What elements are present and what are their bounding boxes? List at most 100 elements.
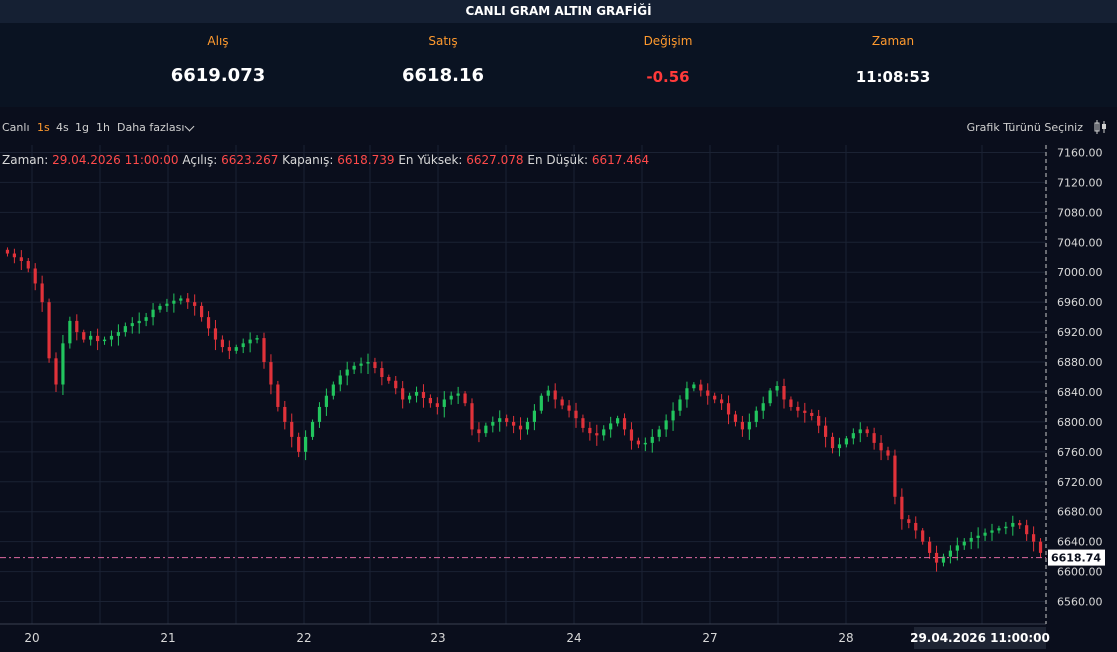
y-tick-label: 6960.00 — [1057, 296, 1103, 309]
candle-body — [227, 347, 231, 351]
candle-body — [955, 545, 959, 551]
live-button[interactable]: Canlı — [2, 121, 30, 134]
candle-body — [373, 362, 377, 369]
candle-body — [262, 338, 266, 363]
candle-body — [435, 403, 439, 407]
candlestick-icon[interactable] — [1093, 119, 1109, 135]
y-tick-label: 7160.00 — [1057, 146, 1103, 159]
candle-body — [789, 399, 793, 407]
y-tick-label: 7120.00 — [1057, 176, 1103, 189]
y-tick-label: 6800.00 — [1057, 416, 1103, 429]
candle-body — [345, 369, 349, 376]
candle-body — [775, 385, 779, 391]
y-tick-label: 7000.00 — [1057, 266, 1103, 279]
candle-body — [186, 298, 190, 303]
candle-body — [879, 442, 883, 451]
candle-body — [109, 335, 114, 340]
x-tick-label: 22 — [296, 631, 311, 645]
chevron-down-icon[interactable] — [184, 121, 195, 132]
page-title: CANLI GRAM ALTIN GRAFİĞİ — [0, 0, 1117, 23]
candle-body — [1025, 525, 1029, 535]
candle-body — [893, 455, 897, 497]
candle-body — [54, 358, 58, 385]
chart-type-selector[interactable]: Grafik Türünü Seçiniz — [966, 121, 1083, 134]
candle-body — [733, 414, 738, 422]
interval-1s-button[interactable]: 1s — [37, 121, 50, 134]
candle-body — [414, 391, 419, 396]
candle-body — [442, 399, 446, 407]
y-tick-label: 6840.00 — [1057, 386, 1103, 399]
candle-body — [539, 395, 543, 411]
y-tick-label: 6560.00 — [1057, 596, 1103, 609]
candle-body — [685, 388, 689, 400]
chart-toolbar: Canlı 1s 4s 1g 1h Daha fazlası Grafik Tü… — [0, 117, 1117, 141]
candle-body — [484, 425, 488, 434]
interval-1g-button[interactable]: 1g — [75, 121, 89, 134]
candle-body — [796, 406, 800, 411]
stat-bid-label: Alış — [207, 34, 229, 48]
crosshair-date-badge — [914, 627, 1046, 649]
candle-body — [269, 362, 273, 385]
candle-body — [726, 403, 731, 415]
candle-body — [803, 410, 807, 413]
candlestick-chart[interactable]: 7160.00 7120.00 7080.00 7040.00 7000.00 6960.… — [0, 145, 1117, 652]
candle-body — [706, 390, 710, 396]
candle-body — [116, 332, 120, 336]
candle-body — [220, 339, 224, 348]
y-tick-label: 7080.00 — [1057, 206, 1103, 219]
candle-body — [12, 253, 16, 258]
candle-body — [1032, 534, 1036, 542]
candle-body — [213, 328, 218, 340]
candle-body — [983, 532, 987, 536]
candle-body — [33, 268, 37, 284]
candle-body — [976, 535, 980, 538]
candle-body — [130, 323, 134, 327]
x-tick-label: 21 — [160, 631, 175, 645]
candle-body — [616, 418, 620, 424]
candle-body — [934, 552, 939, 563]
candle-body — [276, 384, 280, 407]
candle-body — [310, 421, 315, 437]
candle-body — [948, 550, 952, 557]
candle-body — [782, 385, 786, 400]
candle-body — [588, 427, 592, 434]
candle-body — [810, 412, 814, 416]
candle-body — [206, 317, 211, 329]
y-tick-label: 6880.00 — [1057, 356, 1103, 369]
current-price-label: 6618.74 — [1051, 552, 1101, 565]
candle-body — [144, 317, 148, 321]
candle-body — [5, 249, 10, 254]
candle-body — [408, 395, 412, 400]
stat-time-label: Zaman — [871, 34, 915, 48]
candle-body — [304, 436, 308, 452]
candle-body — [61, 343, 65, 385]
ohlc-readout: Zaman: 29.04.2026 11:00:00 Açılış: 6623.… — [2, 153, 649, 167]
candle-body — [671, 410, 675, 421]
candle-body — [193, 302, 197, 306]
candle-body — [394, 380, 398, 389]
interval-4s-button[interactable]: 4s — [56, 121, 69, 134]
x-tick-label: 28 — [838, 631, 853, 645]
ohlc-open: 6623.267 — [221, 153, 279, 167]
current-price-badge — [1048, 549, 1105, 566]
x-tick-label: 20 — [24, 631, 39, 645]
candle-body — [89, 335, 93, 340]
candle-body — [158, 305, 162, 310]
candle-body — [761, 403, 765, 411]
y-tick-label: 7040.00 — [1057, 236, 1103, 249]
candle-body — [234, 347, 238, 351]
stat-time-value: 11:08:53 — [855, 68, 931, 86]
more-intervals-button[interactable]: Daha fazlası — [117, 121, 185, 134]
candle-body — [678, 399, 682, 411]
candle-body — [650, 436, 654, 443]
candle-body — [754, 410, 758, 422]
stat-bid-value: 6619.073 — [170, 65, 266, 86]
candle-body — [449, 395, 453, 400]
candle-body — [401, 388, 405, 400]
candle-body — [747, 421, 751, 430]
candle-body — [921, 530, 925, 542]
candle-body — [886, 450, 890, 456]
candle-body — [713, 395, 717, 400]
interval-1h-button[interactable]: 1h — [96, 121, 110, 134]
candle-body — [470, 403, 474, 430]
